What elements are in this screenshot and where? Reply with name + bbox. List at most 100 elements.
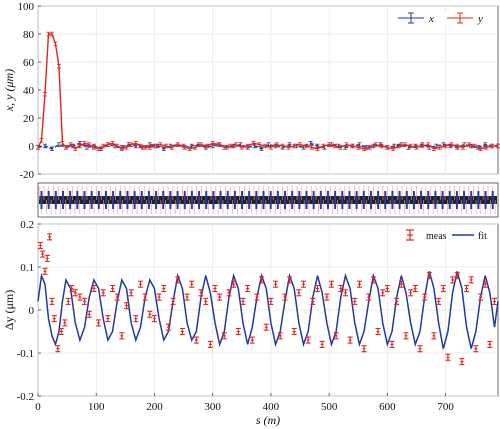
series-y-errorbar bbox=[263, 143, 268, 149]
series-meas-point bbox=[291, 327, 297, 336]
series-y-errorbar bbox=[385, 145, 390, 150]
series-meas-point bbox=[450, 276, 456, 284]
bottom-y-ticks: -0.2 -0.1 0 0.1 0.2 bbox=[17, 219, 41, 403]
lattice-dipole bbox=[233, 191, 236, 209]
series-y-errorbar bbox=[210, 140, 215, 146]
lattice-dipole bbox=[219, 191, 222, 209]
series-y-errorbar bbox=[175, 142, 180, 147]
series-meas-point bbox=[72, 289, 78, 297]
lattice-dipole bbox=[298, 191, 301, 209]
series-meas-point bbox=[473, 345, 479, 353]
series-meas-point bbox=[212, 284, 218, 293]
series-meas-point bbox=[133, 315, 139, 323]
series-y-errorbar bbox=[53, 41, 58, 46]
series-meas-point bbox=[91, 284, 97, 293]
series-y-errorbar bbox=[82, 140, 87, 146]
series-meas-point bbox=[137, 280, 143, 288]
lattice-panel bbox=[37, 182, 499, 218]
lattice-dipole bbox=[448, 191, 451, 209]
series-meas-point bbox=[119, 332, 125, 340]
series-y-errorbar bbox=[327, 142, 332, 147]
top-series bbox=[36, 31, 500, 152]
series-y-errorbar bbox=[73, 146, 78, 152]
series-meas-point bbox=[375, 327, 381, 336]
lattice-dipole bbox=[369, 191, 372, 209]
series-meas-point bbox=[51, 315, 57, 323]
lattice-dipole bbox=[305, 191, 308, 209]
legend-meas-marker bbox=[406, 229, 414, 241]
series-meas-point bbox=[328, 280, 334, 288]
lattice-dipole bbox=[205, 191, 208, 209]
series-meas-point bbox=[422, 293, 428, 301]
series-meas-point bbox=[44, 254, 50, 262]
legend-x-marker bbox=[398, 12, 424, 24]
series-meas-point bbox=[42, 267, 48, 275]
series-meas-point bbox=[492, 297, 498, 305]
series-meas-point bbox=[464, 284, 470, 293]
series-meas-point bbox=[58, 327, 64, 336]
lattice-dipole bbox=[61, 191, 64, 209]
series-meas-point bbox=[69, 284, 75, 293]
series-y-errorbar bbox=[321, 143, 326, 149]
lattice-dipole bbox=[384, 191, 387, 209]
series-y-errorbar bbox=[414, 145, 419, 150]
series-meas-point bbox=[82, 297, 88, 305]
series-y-errorbar bbox=[193, 145, 198, 150]
bottom-x-tick-label: 700 bbox=[437, 401, 454, 413]
lattice-dipole bbox=[484, 191, 487, 209]
series-y-errorbar bbox=[437, 145, 442, 150]
series-y-errorbar bbox=[169, 145, 174, 150]
series-meas-point bbox=[161, 284, 167, 293]
lattice-dipole bbox=[291, 191, 294, 209]
series-meas-point bbox=[482, 280, 488, 288]
lattice-dipole bbox=[147, 191, 150, 209]
series-meas-point bbox=[37, 241, 43, 250]
bottom-x-tick-label: 200 bbox=[146, 401, 163, 413]
legend-meas-label: meas bbox=[426, 231, 447, 242]
lattice-dipole bbox=[441, 191, 444, 209]
series-meas-point bbox=[142, 293, 148, 301]
lattice-dipole bbox=[90, 191, 93, 209]
lattice-dipole bbox=[169, 191, 172, 209]
series-y-errorbar bbox=[466, 142, 471, 147]
series-y-errorbar bbox=[472, 143, 477, 149]
series-y-errorbar bbox=[164, 143, 169, 149]
lattice-dipole bbox=[312, 191, 315, 209]
series-meas-point bbox=[310, 297, 316, 305]
series-x-errorbar bbox=[56, 142, 61, 147]
series-y-errorbar bbox=[181, 143, 186, 149]
series-y-errorbar bbox=[96, 146, 101, 152]
series-meas-point bbox=[100, 289, 106, 297]
series-meas-point bbox=[124, 302, 130, 310]
bottom-x-ticks: 0 100 200 300 400 500 600 700 bbox=[35, 393, 454, 413]
series-y-errorbar bbox=[233, 142, 238, 147]
series-y-errorbar bbox=[379, 143, 384, 149]
series-meas-point bbox=[398, 280, 404, 288]
lattice-dipole bbox=[140, 191, 143, 209]
series-y-errorbar bbox=[461, 145, 466, 150]
series-y-errorbar bbox=[91, 145, 96, 150]
top-y-tick-label: 60 bbox=[23, 57, 35, 69]
series-y-errorbar bbox=[344, 142, 349, 147]
series-meas-point bbox=[49, 297, 55, 305]
series-meas-point bbox=[319, 340, 325, 348]
lattice-dipole bbox=[162, 191, 165, 209]
series-y-errorbar bbox=[286, 145, 291, 150]
series-meas-point bbox=[356, 280, 362, 288]
series-meas-point bbox=[454, 272, 460, 280]
series-meas-point bbox=[193, 336, 199, 344]
bottom-x-tick-label: 0 bbox=[35, 401, 41, 413]
series-y-errorbar bbox=[292, 143, 297, 149]
top-legend-box bbox=[394, 11, 494, 25]
lattice-dipole bbox=[470, 191, 473, 209]
lattice-dipole bbox=[97, 191, 100, 209]
series-y-errorbar bbox=[315, 146, 320, 152]
series-meas-point bbox=[96, 319, 102, 327]
lattice-dipole bbox=[126, 191, 129, 209]
legend-x-label: x bbox=[428, 13, 434, 25]
lattice-dipole bbox=[212, 191, 215, 209]
bottom-x-tick-label: 100 bbox=[88, 401, 105, 413]
series-meas-point bbox=[128, 289, 134, 297]
lattice-dipole bbox=[155, 191, 158, 209]
lattice-dipole bbox=[47, 191, 50, 209]
